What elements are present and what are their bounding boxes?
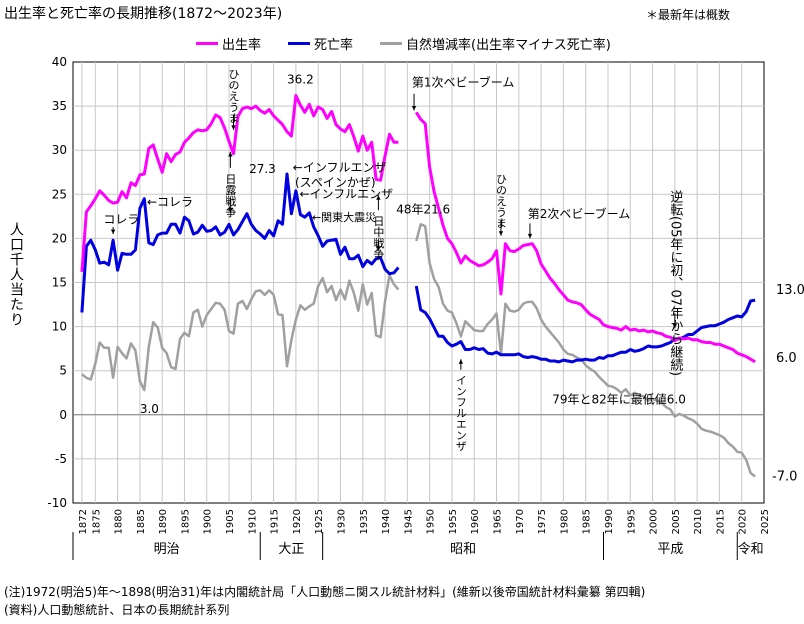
arrowhead: [228, 208, 233, 213]
series-line-birth-rate: [80, 94, 756, 364]
legend-swatch-death-rate: [288, 42, 310, 45]
label-hinoeuma-1906: ひのえうま: [227, 68, 240, 123]
label-spanish-flu: (スペインかぜ): [295, 175, 376, 189]
series-line-natural-change: [81, 223, 756, 478]
x-tick-label: 2025: [760, 509, 771, 534]
legend-label-natural-change: 自然増減率(出生率マイナス死亡率): [406, 38, 611, 53]
label-cholera-1886: ←コレラ: [147, 195, 193, 209]
x-tick-label: 2000: [649, 509, 660, 534]
x-tick-label: 2005: [671, 509, 682, 534]
y-tick-label: 10: [52, 320, 67, 334]
x-tick-label: 1925: [314, 509, 325, 534]
arrowhead: [458, 359, 463, 364]
arrowhead: [231, 125, 236, 130]
label-minimum-6-0: 79年と82年に最低値6.0: [552, 391, 686, 406]
era-label-showa: 昭和: [450, 542, 476, 557]
label-second-baby-boom: 第2次ベビーブーム: [528, 206, 631, 221]
x-tick-label: 2015: [715, 509, 726, 534]
y-tick-label: -5: [55, 452, 67, 466]
x-tick-label: 1945: [403, 509, 414, 534]
footer-note: (注)1972(明治5)年〜1898(明治31)年は内閣統計局「人口動態ニ関スル…: [4, 585, 646, 599]
arrowhead: [376, 246, 381, 251]
x-tick-label: 1890: [158, 509, 169, 534]
x-tick-label: 1875: [91, 509, 102, 534]
label-end-death-13-0: 13.0: [776, 283, 804, 298]
chart-title: 出生率と死亡率の長期推移(1872〜2023年): [4, 6, 283, 22]
y-tick-label: -10: [47, 496, 67, 510]
y-tick-label: 30: [52, 143, 67, 157]
x-tick-label: 1905: [225, 509, 236, 534]
series-line-death-rate: [80, 172, 756, 364]
x-tick-label: 1940: [381, 509, 392, 534]
era-label-meiji: 明治: [154, 542, 180, 557]
arrowhead: [228, 152, 233, 157]
label-cholera-1879: コレラ: [103, 212, 139, 226]
label-hinoeuma-1966: ひのえうま: [494, 173, 507, 228]
x-tick-label: 2020: [738, 509, 749, 534]
footer: (注)1972(明治5)年〜1898(明治31)年は内閣統計局「人口動態ニ関スル…: [4, 583, 645, 619]
legend-swatch-birth-rate: [196, 42, 218, 45]
x-tick-label: 1935: [359, 509, 370, 534]
x-tick-label: 1975: [537, 509, 548, 534]
estimate-note: ＊最新年は概数: [646, 8, 731, 22]
x-tick-label: 2010: [693, 509, 704, 534]
arrowhead: [411, 106, 417, 111]
x-tick-label: 1995: [626, 509, 637, 534]
label-influenza-spanish: ←インフルエンザ: [293, 160, 387, 174]
label-peak-27-3: 27.3: [249, 162, 276, 176]
x-tick-label: 1880: [114, 509, 125, 534]
label-peak-36-2: 36.2: [287, 73, 314, 87]
y-tick-label: 40: [52, 55, 67, 69]
x-tick-label: 1970: [515, 509, 526, 534]
era-label-reiwa: 令和: [738, 542, 764, 557]
era-label-taisho: 大正: [278, 542, 304, 557]
y-tick-label: 5: [59, 364, 67, 378]
x-tick-label: 1965: [493, 509, 504, 534]
arrowhead: [672, 323, 677, 329]
x-tick-label: 1990: [604, 509, 615, 534]
label-influenza-1920: ←インフルエンザ: [299, 187, 393, 201]
arrowhead: [110, 229, 116, 234]
x-tick-label: 1885: [136, 509, 147, 534]
legend-swatch-natural-change: [380, 42, 402, 45]
x-tick-label: 1900: [203, 509, 214, 534]
x-tick-label: 1872: [78, 509, 89, 534]
x-tick-label: 1915: [270, 509, 281, 534]
label-end-birth-6-0: 6.0: [776, 351, 797, 366]
footer-source: (資料)人口動態統計、日本の長期統計系列: [4, 603, 230, 617]
legend-label-death-rate: 死亡率: [314, 38, 354, 53]
y-tick-label: 35: [52, 99, 67, 113]
arrowhead: [376, 195, 381, 200]
label-russo-japanese-war: 日露戦争: [224, 173, 237, 218]
x-tick-label: 1960: [470, 509, 481, 534]
label-48-21-6: 48年21.6: [396, 202, 450, 216]
label-influenza-1957: インフルエンザ: [454, 374, 467, 451]
x-tick-label: 1955: [448, 509, 459, 534]
label-end-natural-minus-7-0: -7.0: [772, 470, 797, 485]
y-tick-label: 15: [52, 276, 67, 290]
label-low-3-0: 3.0: [140, 402, 159, 416]
x-tick-label: 1910: [247, 509, 258, 534]
x-tick-label: 1950: [426, 509, 437, 534]
label-crossover: 逆転(05年に初、07年から継続): [667, 189, 683, 376]
x-tick-label: 1985: [582, 509, 593, 534]
x-tick-label: 1980: [559, 509, 570, 534]
y-axis-label: 人口千人当たり: [8, 222, 24, 327]
label-sino-japanese-war: 日中戦争: [372, 215, 385, 260]
x-tick-label: 1895: [180, 509, 191, 534]
x-tick-label: 1930: [336, 509, 347, 534]
label-first-baby-boom: 第1次ベビーブーム: [412, 75, 515, 90]
arrowhead: [498, 231, 504, 236]
arrowhead: [527, 233, 533, 239]
x-tick-label: 1920: [292, 509, 303, 534]
era-label-heisei: 平成: [657, 542, 683, 557]
y-tick-label: 20: [52, 231, 67, 245]
y-tick-label: 25: [52, 187, 67, 201]
legend-label-birth-rate: 出生率: [222, 38, 262, 53]
y-tick-label: 0: [59, 408, 67, 422]
label-great-kanto-earthquake: ←関東大震災: [312, 210, 376, 224]
